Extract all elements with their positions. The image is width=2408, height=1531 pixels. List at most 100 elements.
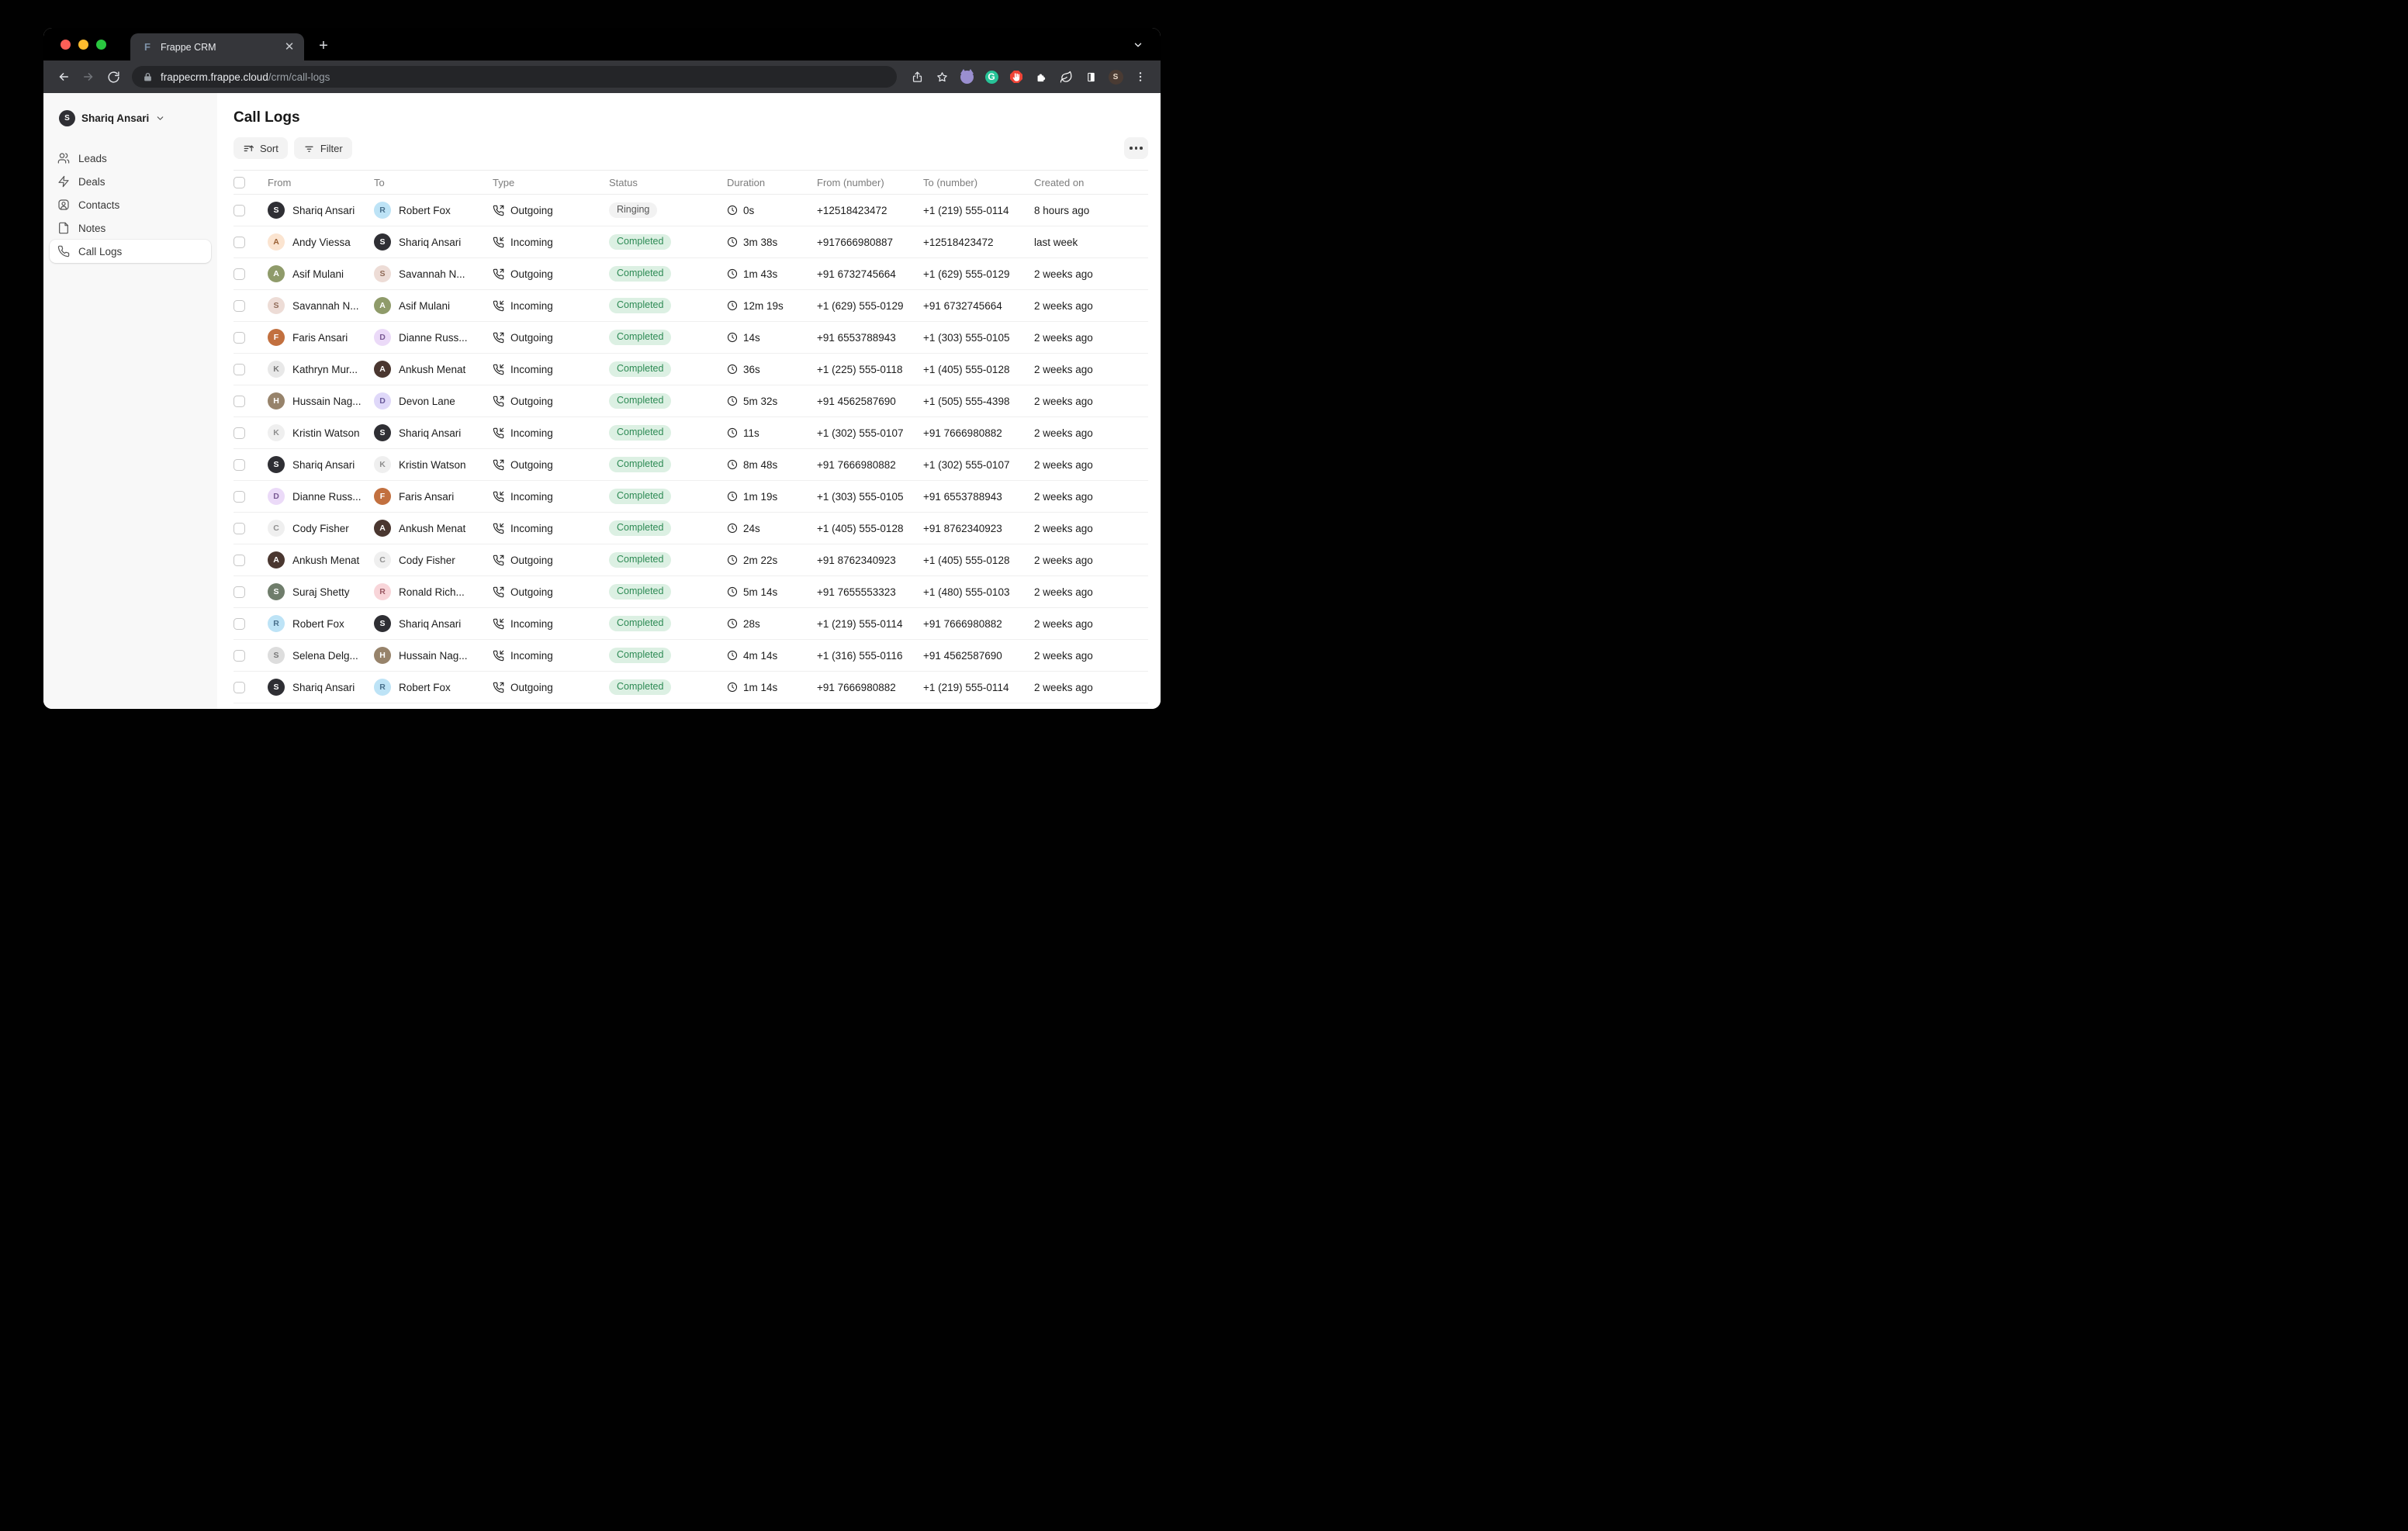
extensions-puzzle-icon[interactable] [1030,66,1052,88]
to-name: Shariq Ansari [399,617,462,630]
from-number: +91 6553788943 [817,331,896,344]
table-row[interactable]: F Faris Ansari D Dianne Russ... Outgoing… [234,322,1148,354]
row-checkbox[interactable] [234,649,245,662]
user-menu[interactable]: S Shariq Ansari [50,107,211,130]
table-row[interactable]: S Shariq Ansari K Kristin Watson Outgoin… [234,449,1148,481]
header-from[interactable]: From [268,176,292,188]
from-name: Faris Ansari [292,331,348,344]
clock-icon [727,237,738,247]
table-row[interactable]: H Hussain Nag... D Devon Lane Outgoing C… [234,385,1148,417]
extension-octocat-icon[interactable] [956,66,977,88]
call-type-label: Outgoing [510,681,553,693]
table-row[interactable]: R Robert Fox S Shariq Ansari Incoming Co… [234,608,1148,640]
table-row[interactable]: K Kristin Watson S Shariq Ansari Incomin… [234,417,1148,449]
from-name: Dianne Russ... [292,490,362,503]
row-checkbox[interactable] [234,586,245,598]
table-row[interactable]: A Asif Mulani S Savannah N... Outgoing C… [234,258,1148,290]
new-tab-button[interactable]: + [319,37,328,54]
url-bar[interactable]: frappecrm.frappe.cloud/crm/call-logs [132,66,897,88]
window-minimize-button[interactable] [78,40,88,50]
share-button[interactable] [906,66,928,88]
sidebar-item-leads[interactable]: Leads [50,147,211,170]
tab-search-chevron-icon[interactable] [1133,40,1143,54]
window-close-button[interactable] [61,40,71,50]
to-name: Devon Lane [399,395,455,407]
header-duration[interactable]: Duration [727,176,766,188]
duration-value: 1m 14s [743,681,778,693]
row-checkbox[interactable] [234,617,245,630]
row-checkbox[interactable] [234,331,245,344]
table-row[interactable]: S Shariq Ansari R Robert Fox Outgoing Ri… [234,195,1148,226]
back-button[interactable] [53,66,74,88]
extension-adblock-icon[interactable] [1005,66,1027,88]
to-avatar: R [374,202,391,219]
tab-close-icon[interactable]: ✕ [284,40,295,54]
status-badge: Completed [609,392,672,410]
row-checkbox[interactable] [234,395,245,407]
header-status[interactable]: Status [609,176,638,188]
browser-tab[interactable]: F Frappe CRM ✕ [130,33,304,60]
to-number: +91 7666980882 [923,427,1002,439]
row-checkbox[interactable] [234,204,245,216]
row-checkbox[interactable] [234,490,245,503]
phone-outgoing-icon [493,205,504,216]
bookmark-star-icon[interactable] [931,66,953,88]
row-checkbox[interactable] [234,363,245,375]
select-all-checkbox[interactable] [234,176,245,188]
header-to-number[interactable]: To (number) [923,176,978,188]
header-from-number[interactable]: From (number) [817,176,884,188]
to-number: +91 6732745664 [923,299,1002,312]
table-row[interactable]: K Kathryn Mur... A Ankush Menat Incoming… [234,354,1148,385]
header-created-on[interactable]: Created on [1034,176,1085,188]
table-row[interactable]: A Andy Viessa S Shariq Ansari Incoming C… [234,226,1148,258]
table-row[interactable]: S Selena Delg... H Hussain Nag... Incomi… [234,640,1148,672]
table-row[interactable]: S Suraj Shetty R Ronald Rich... Outgoing… [234,576,1148,608]
sidebar-item-contacts[interactable]: Contacts [50,193,211,216]
browser-menu-icon[interactable] [1130,66,1151,88]
call-type-label: Incoming [510,490,553,503]
sidebar-item-notes[interactable]: Notes [50,216,211,240]
sidebar-item-call-logs[interactable]: Call Logs [50,240,211,263]
status-badge: Completed [609,424,672,441]
table-row[interactable]: A Ankush Menat C Cody Fisher Outgoing Co… [234,544,1148,576]
created-on: 2 weeks ago [1034,617,1093,630]
forward-button[interactable] [78,66,99,88]
from-name: Asif Mulani [292,268,344,280]
sidebar-item-deals[interactable]: Deals [50,170,211,193]
extension-grammarly-icon[interactable]: G [981,66,1002,88]
more-options-button[interactable] [1124,137,1148,159]
row-checkbox[interactable] [234,427,245,439]
from-name: Savannah N... [292,299,359,312]
clock-icon [727,332,738,343]
extension-panel-icon[interactable] [1080,66,1102,88]
from-avatar: A [268,233,285,251]
row-checkbox[interactable] [234,458,245,471]
row-checkbox[interactable] [234,299,245,312]
reload-button[interactable] [102,66,124,88]
table-row-partial[interactable] [234,703,1148,709]
window-zoom-button[interactable] [96,40,106,50]
row-checkbox[interactable] [234,268,245,280]
status-badge: Completed [609,297,672,314]
tab-title: Frappe CRM [161,41,216,53]
from-number: +1 (302) 555-0107 [817,427,904,439]
table-row[interactable]: S Shariq Ansari R Robert Fox Outgoing Co… [234,672,1148,703]
to-number: +1 (405) 555-0128 [923,554,1010,566]
row-checkbox[interactable] [234,522,245,534]
header-to[interactable]: To [374,176,385,188]
duration-value: 36s [743,363,760,375]
sort-button[interactable]: Sort [234,137,288,159]
row-checkbox[interactable] [234,236,245,248]
row-checkbox[interactable] [234,554,245,566]
filter-button[interactable]: Filter [293,137,352,159]
table-row[interactable]: C Cody Fisher A Ankush Menat Incoming Co… [234,513,1148,544]
header-type[interactable]: Type [493,176,515,188]
extension-leaf-icon[interactable] [1055,66,1077,88]
browser-profile-avatar[interactable]: S [1105,66,1126,88]
table-row[interactable]: S Savannah N... A Asif Mulani Incoming C… [234,290,1148,322]
row-checkbox[interactable] [234,681,245,693]
from-number: +91 6732745664 [817,268,896,280]
from-number: +12518423472 [817,204,887,216]
to-name: Dianne Russ... [399,331,468,344]
table-row[interactable]: D Dianne Russ... F Faris Ansari Incoming… [234,481,1148,513]
